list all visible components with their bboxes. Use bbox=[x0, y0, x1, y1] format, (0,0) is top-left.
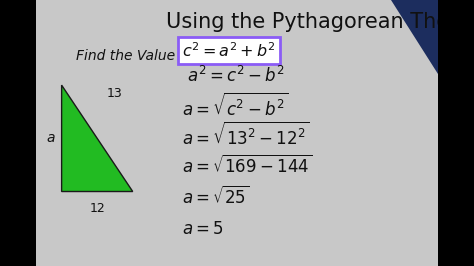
Text: $c^2 = a^2 + b^2$: $c^2 = a^2 + b^2$ bbox=[182, 41, 276, 60]
Polygon shape bbox=[62, 85, 133, 192]
Text: $a = \sqrt{13^2 - 12^2}$: $a = \sqrt{13^2 - 12^2}$ bbox=[182, 122, 310, 149]
Text: Find the Value of a:: Find the Value of a: bbox=[76, 49, 210, 63]
Text: Using the Pythagorean Theorem: Using the Pythagorean Theorem bbox=[166, 12, 474, 32]
Text: 13: 13 bbox=[107, 87, 122, 100]
Text: $a^2 = c^2 - b^2$: $a^2 = c^2 - b^2$ bbox=[187, 66, 285, 86]
Text: $a = 5$: $a = 5$ bbox=[182, 220, 224, 238]
Text: a: a bbox=[46, 131, 55, 145]
Text: $a = \sqrt{25}$: $a = \sqrt{25}$ bbox=[182, 186, 250, 208]
Text: 12: 12 bbox=[89, 202, 105, 215]
Polygon shape bbox=[391, 0, 438, 74]
Text: $a = \sqrt{169-144}$: $a = \sqrt{169-144}$ bbox=[182, 155, 313, 177]
Text: $a = \sqrt{c^2 - b^2}$: $a = \sqrt{c^2 - b^2}$ bbox=[182, 93, 289, 120]
Bar bbox=[438, 0, 474, 266]
Bar bbox=[0, 0, 36, 266]
